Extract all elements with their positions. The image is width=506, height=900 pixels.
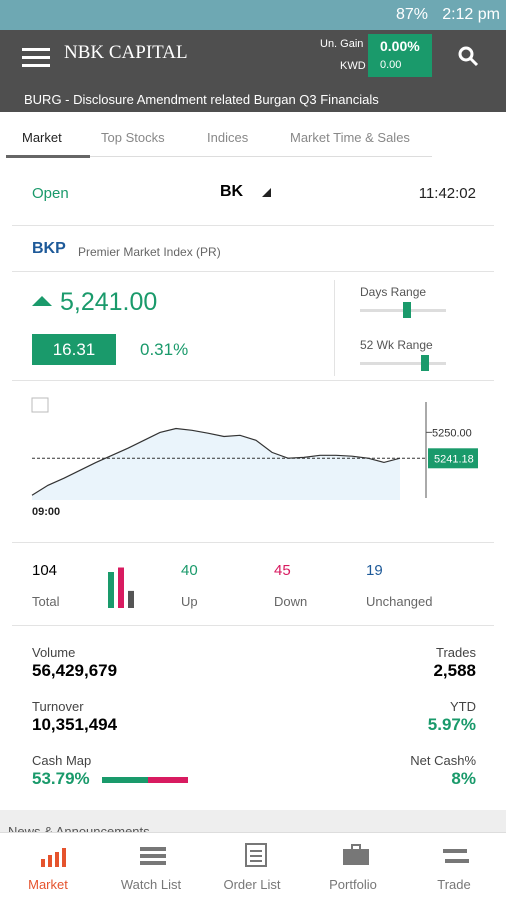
x-tick-label: 09:00 <box>32 506 60 518</box>
divider <box>12 625 494 626</box>
up-arrow <box>32 296 52 306</box>
volume-label: Volume <box>32 645 76 660</box>
index-change-pct: 0.31% <box>140 340 189 359</box>
chart-icon[interactable] <box>31 397 49 413</box>
bottom-nav: Market Watch List Order List Portfolio T… <box>0 832 506 900</box>
change-box: 16.31 <box>32 334 116 365</box>
tab-bar: Market Top Stocks Indices Market Time & … <box>0 112 506 160</box>
nav-icon <box>443 849 469 863</box>
divider <box>12 271 494 272</box>
down-label: Down <box>274 594 308 609</box>
index-change: 16.31 <box>52 340 96 359</box>
divider <box>334 280 335 376</box>
header: NBK CAPITAL Un. Gain KWD 0.00% 0.00 BURG… <box>0 30 506 112</box>
gain-label: Un. Gain <box>320 38 364 50</box>
nav-icon <box>245 843 267 867</box>
news-ticker[interactable]: BURG - Disclosure Amendment related Burg… <box>24 92 379 107</box>
gain-pct: 0.00% <box>380 38 420 54</box>
currency: KWD <box>340 60 366 72</box>
market-status: Open <box>32 185 69 202</box>
index-symbol: BKP <box>32 240 66 257</box>
index-price: 5,241.00 <box>60 288 158 316</box>
market-time: 11:42:02 <box>418 185 476 202</box>
net-cash-label: Net Cash% <box>410 753 476 768</box>
nav-item[interactable]: Order List <box>223 877 281 892</box>
down-count: 45 <box>274 562 291 579</box>
gain-box: 0.00% 0.00 <box>368 34 432 77</box>
gain-value: 0.00 <box>380 59 402 71</box>
nav-icon <box>343 844 369 865</box>
nav-icon <box>41 848 66 867</box>
range-thumb <box>421 355 429 371</box>
logo: NBK CAPITAL <box>64 42 188 63</box>
up-count: 40 <box>181 562 198 579</box>
nav-item[interactable]: Market <box>28 877 68 892</box>
unchanged-count: 19 <box>366 562 383 579</box>
turnover-label: Turnover <box>32 699 84 714</box>
chart-line <box>31 427 401 496</box>
tab[interactable]: Indices <box>207 130 249 145</box>
cash-map: 53.79% <box>32 769 90 788</box>
net-cash: 8% <box>451 769 476 788</box>
tab[interactable]: Top Stocks <box>101 130 165 145</box>
last-price-label: 5241.18 <box>434 453 474 465</box>
ytd: 5.97% <box>427 715 476 734</box>
nav-item[interactable]: Watch List <box>120 877 182 892</box>
news-section: News & Announcements <box>0 810 506 834</box>
nav-icon <box>140 847 166 865</box>
range-thumb <box>403 302 411 318</box>
battery: 87% <box>395 6 428 23</box>
divider <box>12 225 494 226</box>
total-label: Total <box>32 594 60 609</box>
y-tick-label: 5250.00 <box>432 427 472 439</box>
status-bar: 87% 2:12 pm <box>0 0 506 30</box>
menu-icon[interactable] <box>22 47 50 69</box>
turnover: 10,351,494 <box>32 715 118 734</box>
last-price-box <box>428 448 478 469</box>
range-track <box>360 362 446 365</box>
news-heading[interactable]: News & Announcements <box>8 824 150 834</box>
ytd-label: YTD <box>450 699 476 714</box>
tab-indicator <box>6 155 90 158</box>
intraday-chart: 5250.00 5241.18 09:00 <box>31 397 478 518</box>
index-name: Premier Market Index (PR) <box>78 245 221 259</box>
breadth-bar <box>118 567 124 608</box>
wk-range-label: 52 Wk Range <box>360 338 433 352</box>
dropdown-icon[interactable] <box>262 188 272 198</box>
trades-label: Trades <box>436 645 476 660</box>
tab-divider <box>6 156 432 157</box>
nav-item[interactable]: Portfolio <box>329 877 377 892</box>
cash-map-bar <box>102 777 149 783</box>
clock: 2:12 pm <box>442 6 500 23</box>
unchanged-label: Unchanged <box>366 594 433 609</box>
total-count: 104 <box>32 562 58 579</box>
days-range-label: Days Range <box>360 285 427 299</box>
trades: 2,588 <box>433 661 476 680</box>
nav-item[interactable]: Trade <box>437 877 471 892</box>
breadth-bar <box>128 590 134 608</box>
chart-area <box>32 428 400 500</box>
search-icon[interactable] <box>458 46 480 68</box>
breadth-bars <box>108 567 134 608</box>
breadth-bar <box>108 572 114 608</box>
volume: 56,429,679 <box>32 661 118 680</box>
up-label: Up <box>181 594 198 609</box>
divider <box>12 542 494 543</box>
divider <box>12 380 494 381</box>
exchange[interactable]: BK <box>220 183 244 200</box>
tab[interactable]: Market Time & Sales <box>290 130 410 145</box>
cash-map-track <box>102 777 188 783</box>
cash-map-label: Cash Map <box>32 753 92 768</box>
tab[interactable]: Market <box>22 130 62 145</box>
